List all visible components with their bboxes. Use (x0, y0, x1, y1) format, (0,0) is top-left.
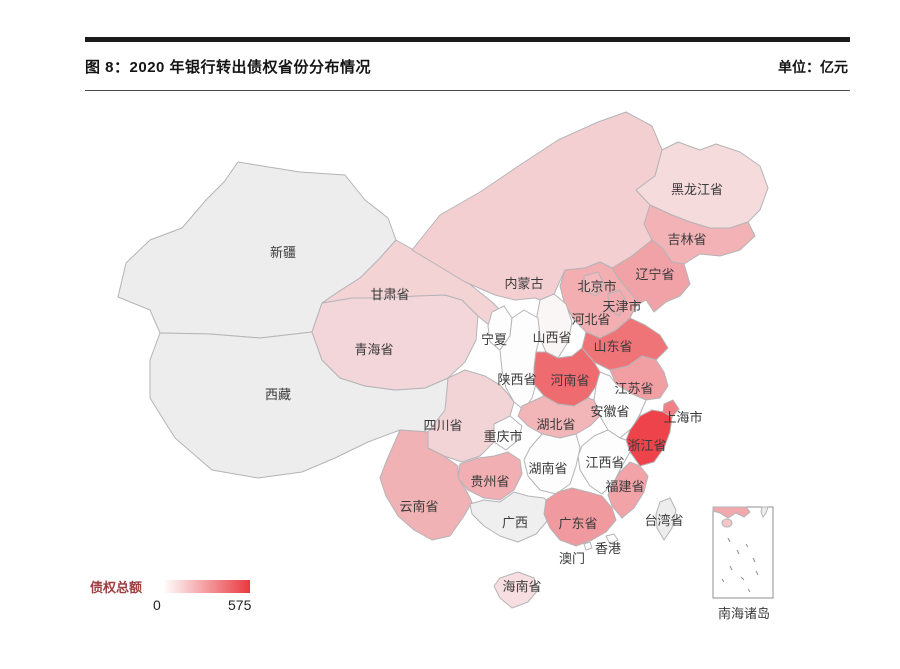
province-shape-jiangxi (577, 429, 631, 495)
province-shape-taiwan (655, 497, 677, 541)
province-label-heilongjiang: 黑龙江省 (671, 182, 723, 197)
province-label-shandong: 山东省 (593, 339, 632, 354)
province-label-yunnan: 云南省 (399, 499, 438, 514)
province-label-jiangsu: 江苏省 (614, 381, 653, 396)
province-label-neimenggu: 内蒙古 (504, 276, 543, 291)
inset-islands-dashes (721, 537, 759, 593)
legend-title: 债权总额 (90, 580, 143, 595)
province-label-chongqing: 重庆市 (483, 429, 522, 444)
province-label-shanghai: 上海市 (663, 410, 702, 425)
province-label-hubei: 湖北省 (536, 417, 575, 432)
province-shape-shanghai (662, 399, 680, 418)
province-label-taiwan: 台湾省 (644, 513, 683, 528)
province-shape-hubei (517, 395, 601, 439)
province-shape-guizhou (457, 451, 523, 501)
province-label-gansu: 甘肃省 (370, 287, 409, 302)
province-label-fujian: 福建省 (605, 479, 644, 494)
province-label-jilin: 吉林省 (667, 232, 706, 247)
province-label-zhejiang: 浙江省 (627, 438, 666, 453)
inset-label: 南海诸岛 (718, 606, 770, 621)
province-shape-yunnan (379, 429, 473, 541)
header-rule-thin (85, 90, 850, 91)
province-shape-xianggang (605, 533, 619, 545)
province-label-shaanxi: 陕西省 (497, 372, 536, 387)
province-shape-fujian (607, 461, 649, 519)
province-label-xianggang: 香港 (595, 541, 621, 556)
province-shape-hunan (523, 433, 581, 495)
legend-min-value: 0 (153, 597, 161, 613)
province-shape-gansu (321, 239, 509, 335)
province-shape-tianjin (607, 289, 628, 317)
province-label-hunan: 湖南省 (528, 461, 567, 476)
province-label-jiangxi: 江西省 (585, 455, 624, 470)
legend-max-value: 575 (228, 597, 252, 613)
province-label-henan: 河南省 (550, 373, 589, 388)
province-label-liaoning: 辽宁省 (635, 267, 674, 282)
province-label-anhui: 安徽省 (590, 404, 629, 419)
province-label-guangxi: 广西 (502, 515, 528, 530)
inset-coastline (712, 506, 751, 519)
province-label-aomen: 澳门 (559, 551, 585, 566)
south-china-sea-inset-box (712, 506, 774, 599)
inset-taiwan-shape (760, 506, 769, 519)
province-shape-hainan (493, 571, 539, 609)
province-label-sichuan: 四川省 (423, 418, 462, 433)
figure-title: 图 8：2020 年银行转出债权省份分布情况 (85, 59, 372, 76)
unit-label: 单位：亿元 (778, 59, 848, 75)
province-shape-shaanxi (499, 309, 541, 411)
province-label-beijing: 北京市 (577, 279, 616, 294)
province-label-ningxia: 宁夏 (481, 332, 507, 347)
province-shape-beijing (583, 271, 605, 297)
province-label-qinghai: 青海省 (354, 342, 393, 357)
header-rule-thick (85, 37, 850, 42)
inset-island-blob (721, 518, 733, 528)
legend-gradient-bar (163, 580, 250, 593)
province-shape-aomen (583, 541, 593, 551)
province-label-shanxi: 山西省 (532, 330, 571, 345)
province-label-guangdong: 广东省 (558, 516, 597, 531)
province-label-hebei: 河北省 (571, 312, 610, 327)
province-label-hainan: 海南省 (502, 579, 541, 594)
province-shape-guangdong (543, 487, 617, 547)
province-label-tianjin: 天津市 (602, 299, 641, 314)
province-label-xinjiang: 新疆 (270, 245, 296, 260)
province-label-xizang: 西藏 (265, 387, 291, 402)
province-label-guizhou: 贵州省 (470, 474, 509, 489)
